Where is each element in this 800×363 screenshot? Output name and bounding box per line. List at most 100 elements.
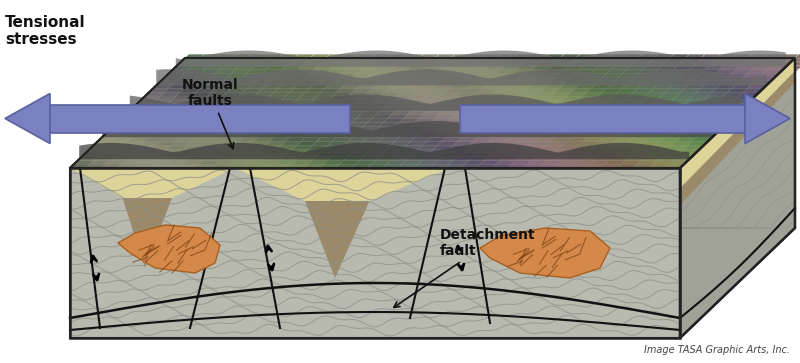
Polygon shape — [674, 66, 693, 69]
Polygon shape — [532, 111, 551, 115]
Polygon shape — [310, 100, 329, 103]
Polygon shape — [278, 130, 297, 134]
Text: Normal
faults: Normal faults — [182, 78, 238, 149]
Polygon shape — [466, 69, 486, 73]
Polygon shape — [700, 115, 719, 119]
Polygon shape — [642, 81, 661, 85]
Polygon shape — [199, 130, 218, 134]
Polygon shape — [314, 81, 333, 85]
Polygon shape — [485, 126, 504, 130]
Polygon shape — [720, 126, 738, 130]
Polygon shape — [696, 119, 715, 122]
Polygon shape — [548, 126, 566, 130]
Polygon shape — [712, 89, 731, 92]
Polygon shape — [752, 81, 770, 85]
Polygon shape — [724, 123, 742, 126]
Polygon shape — [439, 66, 458, 69]
Polygon shape — [713, 73, 732, 77]
Polygon shape — [158, 81, 176, 85]
Polygon shape — [336, 149, 355, 153]
Polygon shape — [638, 115, 657, 119]
Polygon shape — [259, 58, 278, 62]
Polygon shape — [649, 164, 668, 168]
Polygon shape — [509, 119, 528, 122]
Polygon shape — [168, 160, 187, 164]
Polygon shape — [371, 130, 390, 134]
Polygon shape — [466, 130, 485, 134]
Polygon shape — [560, 69, 579, 73]
Polygon shape — [646, 107, 665, 111]
Polygon shape — [122, 130, 141, 134]
Polygon shape — [735, 111, 754, 115]
Polygon shape — [552, 107, 571, 111]
Polygon shape — [478, 73, 497, 77]
Polygon shape — [328, 157, 347, 160]
Polygon shape — [207, 138, 226, 142]
Polygon shape — [321, 104, 340, 107]
Polygon shape — [266, 157, 285, 160]
Polygon shape — [247, 100, 266, 103]
Polygon shape — [442, 138, 461, 142]
Polygon shape — [685, 100, 704, 103]
Polygon shape — [162, 77, 180, 81]
Polygon shape — [353, 104, 371, 107]
Polygon shape — [553, 62, 571, 66]
Polygon shape — [129, 153, 148, 156]
Polygon shape — [165, 119, 183, 122]
Polygon shape — [517, 111, 536, 115]
Polygon shape — [665, 134, 684, 138]
Polygon shape — [724, 77, 743, 81]
Polygon shape — [329, 96, 348, 100]
Polygon shape — [665, 149, 684, 153]
Polygon shape — [211, 149, 230, 153]
Polygon shape — [508, 149, 527, 153]
Polygon shape — [555, 149, 574, 153]
Polygon shape — [216, 85, 235, 88]
Polygon shape — [454, 126, 473, 130]
Polygon shape — [329, 126, 348, 130]
Polygon shape — [564, 81, 583, 85]
Polygon shape — [313, 142, 332, 145]
Polygon shape — [94, 157, 113, 160]
Polygon shape — [376, 111, 395, 115]
Polygon shape — [606, 160, 625, 164]
Polygon shape — [356, 130, 375, 134]
Polygon shape — [446, 164, 465, 168]
Polygon shape — [462, 119, 481, 122]
Polygon shape — [404, 54, 423, 58]
Polygon shape — [262, 115, 282, 119]
Polygon shape — [216, 100, 234, 103]
Polygon shape — [615, 62, 634, 66]
Polygon shape — [500, 157, 519, 160]
Polygon shape — [406, 157, 426, 160]
Polygon shape — [630, 153, 649, 156]
Polygon shape — [176, 123, 195, 126]
Polygon shape — [236, 66, 254, 69]
Polygon shape — [207, 153, 226, 156]
Polygon shape — [614, 77, 634, 81]
Polygon shape — [403, 115, 422, 119]
Polygon shape — [732, 69, 751, 73]
Polygon shape — [360, 96, 379, 100]
Polygon shape — [528, 145, 547, 149]
Polygon shape — [568, 77, 587, 81]
Polygon shape — [653, 130, 672, 134]
Polygon shape — [376, 81, 395, 85]
Polygon shape — [196, 104, 215, 107]
Polygon shape — [384, 89, 403, 92]
Polygon shape — [218, 157, 238, 160]
Polygon shape — [486, 81, 505, 85]
Polygon shape — [606, 130, 626, 134]
Polygon shape — [474, 107, 493, 111]
Polygon shape — [418, 130, 438, 134]
Polygon shape — [688, 126, 707, 130]
Polygon shape — [602, 149, 621, 153]
Polygon shape — [207, 123, 226, 126]
Polygon shape — [305, 149, 324, 153]
Polygon shape — [536, 138, 554, 142]
Polygon shape — [152, 145, 171, 149]
Polygon shape — [536, 92, 555, 96]
Polygon shape — [685, 85, 704, 88]
Polygon shape — [708, 107, 727, 111]
Polygon shape — [185, 85, 204, 88]
